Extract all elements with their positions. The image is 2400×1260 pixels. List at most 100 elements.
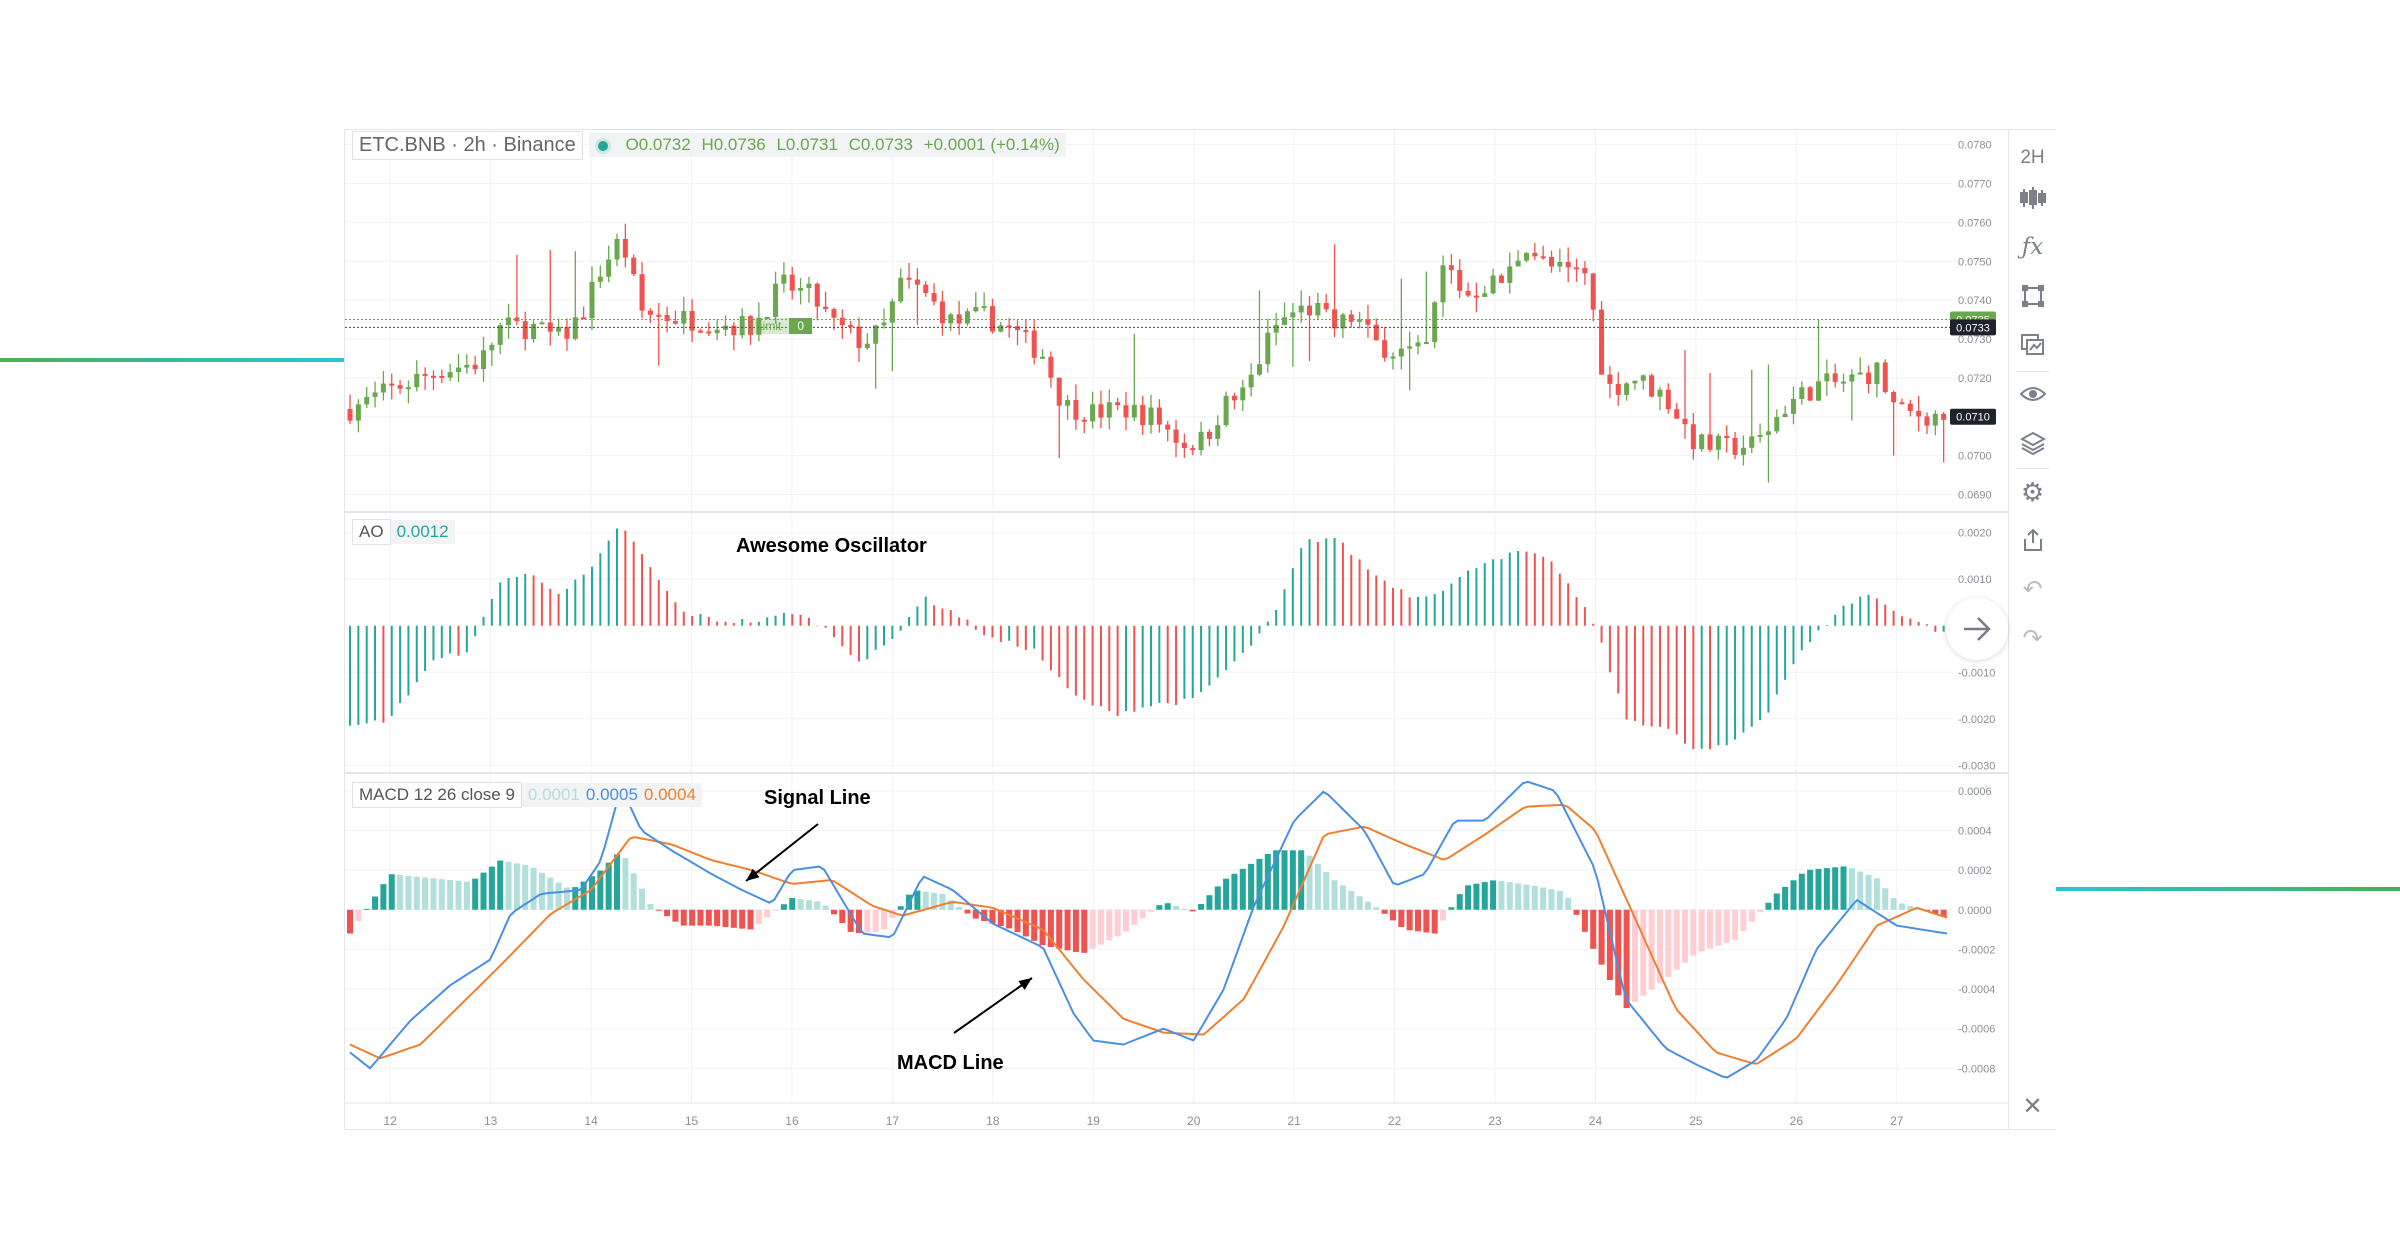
macd-histogram-bar bbox=[413, 876, 420, 910]
macd-histogram-bar bbox=[1248, 863, 1255, 910]
candle-body bbox=[1140, 404, 1146, 426]
candle-body bbox=[1457, 269, 1463, 291]
macd-histogram-bar bbox=[1498, 880, 1505, 910]
signal-arrow bbox=[745, 823, 819, 882]
macd-histogram-bar bbox=[1131, 909, 1138, 925]
macd-histogram-bar bbox=[563, 887, 570, 910]
candle-body bbox=[1932, 413, 1938, 426]
macd-histogram-bar bbox=[522, 865, 529, 910]
candle-body bbox=[347, 408, 353, 421]
ao-legend: AO 0.0012 bbox=[352, 518, 455, 546]
macd-histogram-bar bbox=[1598, 909, 1605, 965]
candle-body bbox=[931, 293, 937, 302]
layers-icon[interactable] bbox=[2009, 423, 2056, 463]
candle-body bbox=[405, 387, 411, 390]
macd-scale-label: 0.0002 bbox=[1958, 865, 1992, 877]
price-scale-label: 0.0690 bbox=[1958, 489, 1992, 501]
candle-body bbox=[923, 284, 929, 294]
candle-body bbox=[1123, 405, 1129, 418]
macd-histogram-bar bbox=[1940, 909, 1947, 917]
candle-body bbox=[948, 314, 954, 324]
macd-histogram-bar bbox=[1556, 890, 1563, 910]
macd-arrow bbox=[953, 977, 1033, 1034]
candle-body bbox=[1841, 381, 1847, 384]
macd-histogram-bar bbox=[347, 909, 354, 934]
macd-histogram-bar bbox=[830, 909, 837, 915]
interval-label: 2H bbox=[2020, 147, 2045, 168]
candle-body bbox=[739, 316, 745, 336]
candle-body bbox=[1173, 429, 1179, 443]
candle-body bbox=[1523, 252, 1529, 261]
macd-histogram-bar bbox=[422, 877, 429, 910]
candle-body bbox=[1815, 381, 1822, 401]
macd-histogram-bar bbox=[1139, 909, 1146, 919]
macd-histogram-bar bbox=[1548, 889, 1555, 910]
macd-histogram-bar bbox=[747, 909, 754, 930]
drawing-icon[interactable] bbox=[2009, 276, 2056, 316]
share-icon[interactable] bbox=[2009, 520, 2056, 560]
macd-histogram-bar bbox=[722, 909, 729, 927]
candle-body bbox=[1256, 364, 1262, 375]
macd-histogram-bar bbox=[463, 881, 470, 910]
candle-body bbox=[531, 324, 537, 339]
macd-histogram-bar bbox=[947, 900, 954, 910]
redo-icon[interactable]: ↷ bbox=[2022, 624, 2043, 652]
candle-body bbox=[656, 314, 662, 317]
eye-icon[interactable] bbox=[2009, 374, 2056, 414]
candle-body bbox=[764, 316, 770, 319]
symbol-label[interactable]: ETC.BNB · 2h · Binance bbox=[352, 130, 583, 160]
candle-body bbox=[1532, 252, 1538, 257]
price-scale-label: 0.0720 bbox=[1958, 373, 1992, 385]
candle-body bbox=[789, 274, 795, 291]
candle-body bbox=[731, 325, 737, 336]
macd-histogram-bar bbox=[1882, 888, 1889, 910]
time-axis-label: 23 bbox=[1488, 1114, 1502, 1128]
macd-histogram-bar bbox=[1907, 906, 1914, 910]
macd-histogram-bar bbox=[1097, 909, 1104, 945]
macd-histogram-bar bbox=[1715, 909, 1722, 946]
candles-icon[interactable] bbox=[2009, 178, 2056, 218]
indicators-icon[interactable]: ƒx bbox=[2021, 234, 2044, 260]
macd-histogram-bar bbox=[438, 879, 445, 910]
macd-name[interactable]: MACD 12 26 close 9 bbox=[352, 782, 522, 808]
macd-histogram-bar bbox=[1873, 878, 1880, 910]
macd-histogram-bar bbox=[1656, 909, 1663, 984]
scroll-forward-button[interactable] bbox=[1946, 598, 2008, 660]
candle-body bbox=[539, 322, 545, 325]
macd-histogram-bar bbox=[447, 879, 454, 910]
candle-body bbox=[606, 259, 612, 277]
macd-histogram-bar bbox=[1281, 850, 1288, 910]
candle-body bbox=[697, 330, 703, 333]
candle-body bbox=[1315, 302, 1321, 316]
macd-histogram-bar bbox=[1256, 858, 1263, 910]
macd-histogram-bar bbox=[1515, 883, 1522, 910]
candle-body bbox=[773, 283, 779, 317]
undo-icon[interactable]: ↶ bbox=[2022, 575, 2043, 603]
close-icon[interactable]: ✕ bbox=[2022, 1092, 2043, 1120]
macd-histogram-bar bbox=[630, 873, 637, 910]
ao-name[interactable]: AO bbox=[352, 519, 391, 545]
settings-icon[interactable]: ⚙ bbox=[2020, 476, 2045, 507]
candle-body bbox=[1907, 403, 1913, 412]
candle-body bbox=[689, 311, 695, 331]
macd-histogram-bar bbox=[1798, 873, 1805, 910]
interval-button[interactable]: 2H bbox=[2009, 138, 2056, 178]
ao-scale-label: -0.0030 bbox=[1958, 760, 1995, 772]
compare-icon[interactable] bbox=[2009, 325, 2056, 365]
candle-body bbox=[1899, 402, 1905, 405]
candle-body bbox=[430, 375, 436, 378]
macd-histogram-bar bbox=[1640, 909, 1647, 996]
candle-body bbox=[748, 316, 754, 335]
macd-histogram-bar bbox=[755, 909, 762, 924]
macd-histogram-bar bbox=[1056, 909, 1063, 949]
macd-hist-value: 0.0001 bbox=[521, 783, 586, 807]
limit-order-tag[interactable]: Limit 0 bbox=[748, 316, 813, 336]
macd-scale-label: 0.0000 bbox=[1958, 905, 1992, 917]
candle-body bbox=[1632, 380, 1638, 384]
macd-histogram-bar bbox=[1506, 882, 1513, 910]
close-value: C0.0733 bbox=[848, 135, 913, 154]
ohlc-values: O0.0732 H0.0736 L0.0731 C0.0733 +0.0001 … bbox=[588, 133, 1066, 157]
macd-histogram-bar bbox=[1106, 909, 1113, 941]
candle-body bbox=[1015, 326, 1021, 331]
